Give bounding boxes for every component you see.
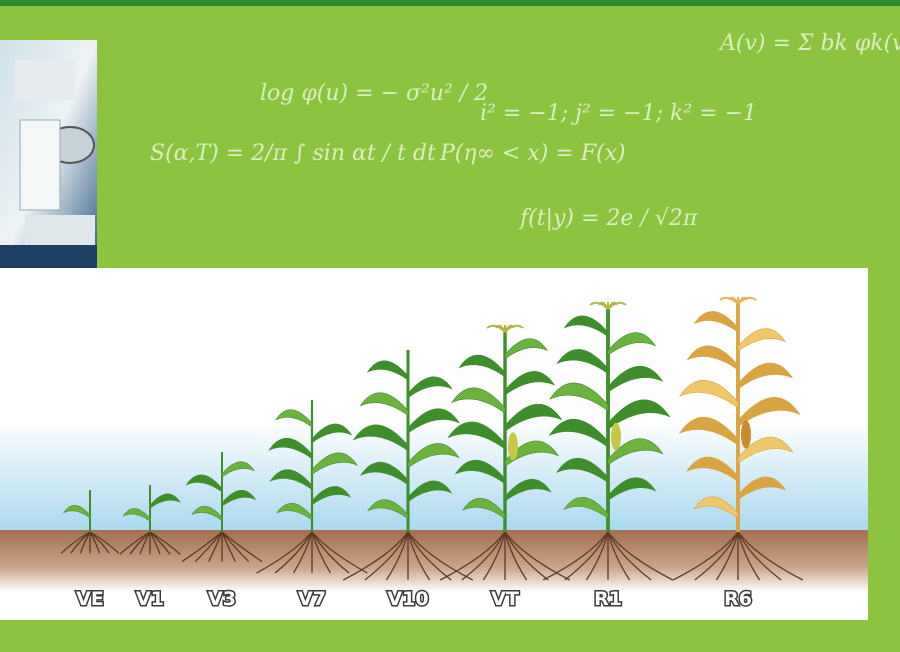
formula: i² = −1; j² = −1; k² = −1 xyxy=(480,101,757,126)
stage-label: VE xyxy=(76,588,104,610)
illustration: log φ(u) = − σ²u² / 2 S(α,T) = 2/π ∫ sin … xyxy=(0,0,900,652)
formula: log φ(u) = − σ²u² / 2 xyxy=(260,81,488,106)
stage-label: V1 xyxy=(136,588,164,610)
formula: A(v) = Σ bk φk(v) xyxy=(718,31,900,56)
stage-label: R6 xyxy=(724,588,752,610)
formula: S(α,T) = 2/π ∫ sin αt / t dt xyxy=(150,141,436,166)
stage-label: R1 xyxy=(594,588,622,610)
stage-label: VT xyxy=(491,588,519,610)
formula: f(t|y) = 2e / √2π xyxy=(518,206,698,231)
ear xyxy=(611,423,621,451)
ear xyxy=(508,432,518,460)
stage-label: V7 xyxy=(298,588,326,610)
stage-label: V10 xyxy=(387,588,428,610)
microscope-photo xyxy=(0,40,97,270)
top-strip xyxy=(0,0,900,6)
stage-label: V3 xyxy=(208,588,236,610)
formula: P(η∞ < x) = F(x) xyxy=(439,141,626,166)
ear xyxy=(741,421,751,449)
